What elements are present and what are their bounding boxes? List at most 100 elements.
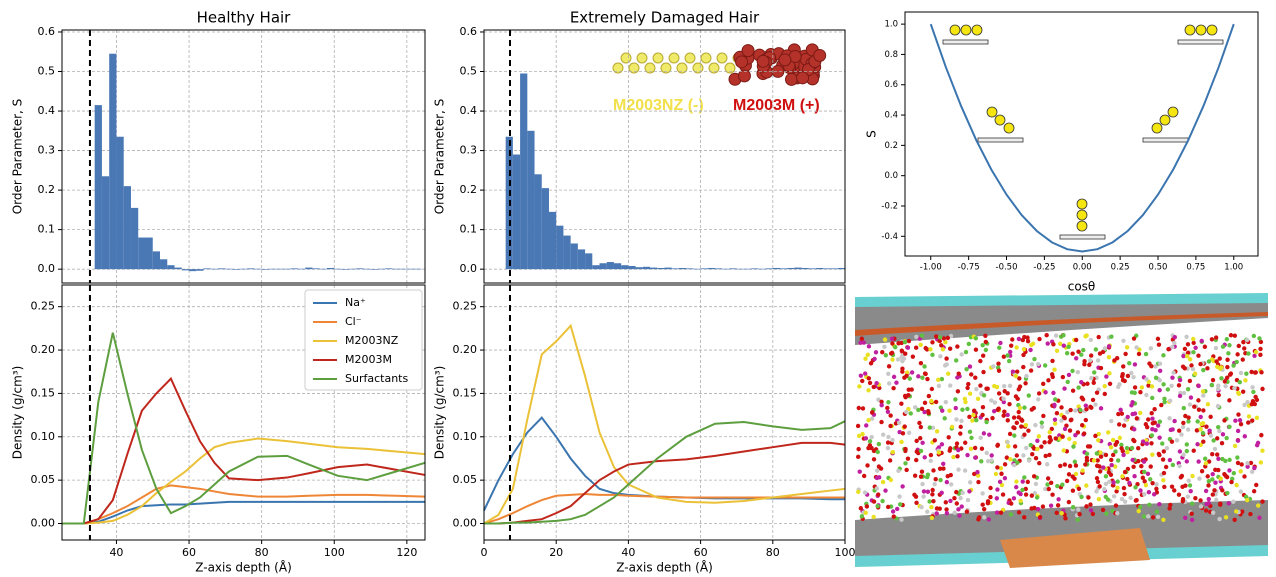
particle — [1226, 351, 1231, 356]
particle — [858, 340, 863, 345]
particle — [1107, 479, 1112, 485]
particle — [1207, 428, 1212, 433]
bar — [592, 265, 600, 270]
bar — [520, 73, 528, 270]
particle — [1070, 488, 1076, 493]
particle — [1250, 418, 1255, 423]
particle — [1149, 363, 1154, 369]
particle — [1002, 462, 1008, 467]
particle — [871, 514, 876, 520]
particle — [967, 489, 972, 494]
particle — [1132, 411, 1138, 416]
bar — [635, 267, 643, 270]
particle — [1191, 336, 1196, 342]
particle — [1234, 509, 1239, 514]
particle — [875, 468, 880, 473]
particle — [904, 409, 909, 415]
y-tick-label: 0.4 — [884, 111, 898, 121]
particle — [979, 459, 984, 464]
particle — [1235, 460, 1241, 466]
y-tick-label: 0.1 — [38, 223, 56, 236]
particle — [1172, 488, 1177, 493]
particle — [1224, 435, 1229, 441]
particle — [906, 387, 911, 392]
particle — [1063, 516, 1068, 521]
particle — [1161, 470, 1167, 476]
particle — [1255, 440, 1261, 446]
y-tick-label: 0.5 — [38, 65, 56, 78]
x-tick-label: 100 — [835, 546, 856, 559]
particle — [888, 423, 893, 429]
y-tick-label: 0.4 — [460, 104, 478, 117]
bar — [297, 268, 306, 270]
bar — [181, 269, 190, 271]
particle — [1222, 472, 1227, 477]
particle — [993, 471, 999, 477]
particle — [1022, 405, 1027, 410]
particle — [1041, 413, 1046, 419]
legend-label: Cl⁻ — [345, 315, 362, 328]
particle — [1238, 489, 1244, 494]
particle — [1210, 377, 1216, 383]
particle — [1249, 469, 1255, 474]
particle — [1002, 409, 1007, 414]
particle — [1016, 387, 1021, 392]
particle — [885, 445, 891, 451]
bar — [145, 237, 153, 270]
particle — [1182, 346, 1188, 352]
y-tick-label: 0.3 — [38, 144, 56, 157]
bead — [994, 114, 1006, 126]
bead — [1195, 24, 1207, 36]
particle — [1239, 462, 1244, 467]
particle — [908, 411, 913, 416]
particle — [1087, 362, 1092, 368]
legend-box — [304, 289, 423, 391]
bar — [837, 267, 845, 270]
particle — [1021, 453, 1026, 458]
series-line — [929, 23, 1235, 253]
particle — [1104, 374, 1109, 379]
particle — [982, 515, 987, 520]
particle — [1169, 439, 1175, 444]
particle — [974, 417, 979, 423]
particle — [1227, 343, 1232, 348]
particle — [1144, 441, 1150, 446]
particle — [1170, 375, 1175, 380]
particle — [1092, 370, 1097, 375]
particle — [1111, 480, 1116, 485]
particle — [1181, 405, 1187, 411]
particle — [856, 489, 861, 495]
particle — [863, 436, 869, 441]
particle — [1061, 448, 1066, 453]
particle — [931, 499, 936, 504]
x-axis-label: cosθ — [1068, 280, 1096, 294]
particle — [978, 383, 983, 388]
bar — [527, 130, 535, 270]
particle — [899, 517, 904, 522]
particle — [1177, 449, 1183, 454]
particle — [1208, 433, 1214, 438]
particle — [1144, 376, 1149, 382]
bar — [109, 53, 117, 270]
particle — [1046, 486, 1051, 492]
particle — [985, 459, 991, 464]
particle — [939, 343, 944, 348]
atom — [620, 52, 632, 64]
particle — [979, 446, 985, 451]
particle — [1121, 338, 1126, 344]
particle — [1146, 383, 1151, 388]
particle — [959, 418, 964, 424]
particle — [1132, 362, 1138, 367]
bar — [341, 269, 349, 270]
particle — [1025, 338, 1031, 344]
particle — [1033, 481, 1039, 487]
y-axis-label: Order Parameter, S — [11, 99, 25, 215]
particle — [1144, 392, 1149, 398]
particle — [1161, 517, 1166, 522]
bar — [203, 268, 211, 270]
particle — [868, 361, 874, 366]
particle — [1070, 504, 1076, 510]
particle — [1035, 362, 1041, 367]
particle — [980, 353, 986, 358]
particle — [930, 340, 935, 345]
